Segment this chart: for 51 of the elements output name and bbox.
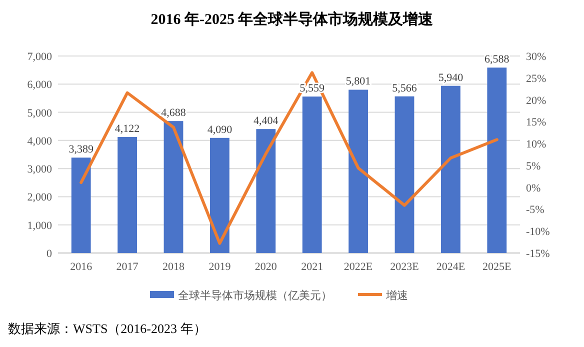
y2-tick-label: -15% xyxy=(526,248,550,260)
y2-tick-label: 25% xyxy=(526,72,546,85)
y-tick-label: 1,000 xyxy=(27,220,52,232)
bar xyxy=(164,121,184,253)
y2-tick-label: 0% xyxy=(526,182,541,194)
x-tick-label: 2016 xyxy=(70,261,93,273)
source-note: 数据来源：WSTS（2016-2023 年） xyxy=(8,321,206,336)
legend-label: 增速 xyxy=(385,289,408,302)
x-tick-label: 2019 xyxy=(208,261,232,273)
y-tick-label: 4,000 xyxy=(27,135,52,148)
x-tick-label: 2020 xyxy=(254,261,278,273)
data-label: 5,801 xyxy=(346,76,371,88)
chart-title: 2016 年-2025 年全球半导体市场规模及增速 xyxy=(150,10,434,28)
y-tick-label: 6,000 xyxy=(27,79,52,92)
x-tick-label: 2021 xyxy=(301,261,324,273)
y-tick-label: 5,000 xyxy=(27,107,52,120)
bar xyxy=(256,129,276,253)
data-label: 4,122 xyxy=(114,122,140,135)
data-label: 3,389 xyxy=(68,144,94,156)
y2-tick-label: 15% xyxy=(526,116,546,129)
x-tick-label: 2022E xyxy=(344,261,373,273)
y2-tick-label: 30% xyxy=(526,51,546,63)
x-tick-label: 2025E xyxy=(482,261,512,273)
y-tick-label: 0 xyxy=(46,248,52,260)
data-label: 5,940 xyxy=(438,72,464,84)
y-tick-label: 7,000 xyxy=(27,51,52,63)
bar xyxy=(394,96,414,253)
y-tick-label: 2,000 xyxy=(27,192,52,204)
bar xyxy=(487,68,507,253)
x-tick-label: 2024E xyxy=(436,261,466,273)
y2-tick-label: 5% xyxy=(526,160,541,172)
bar xyxy=(348,90,368,253)
bar xyxy=(71,158,91,253)
legend-label: 全球半导体市场规模（亿美元） xyxy=(178,289,332,302)
bar xyxy=(302,96,322,253)
bar xyxy=(210,138,230,253)
data-label: 4,404 xyxy=(254,115,279,128)
y2-tick-label: -10% xyxy=(526,226,550,238)
data-label: 5,566 xyxy=(392,82,418,94)
x-tick-label: 2017 xyxy=(116,261,139,273)
data-label: 4,090 xyxy=(207,124,233,136)
data-label: 4,688 xyxy=(161,107,186,120)
y2-tick-label: 10% xyxy=(526,138,546,151)
x-tick-label: 2023E xyxy=(390,261,420,273)
y2-tick-label: -5% xyxy=(526,204,544,216)
bar xyxy=(118,136,137,253)
x-tick-label: 2018 xyxy=(162,261,185,273)
data-label: 6,588 xyxy=(484,54,510,66)
y2-tick-label: 20% xyxy=(526,94,546,107)
y-tick-label: 3,000 xyxy=(27,164,52,176)
bar xyxy=(441,86,460,253)
